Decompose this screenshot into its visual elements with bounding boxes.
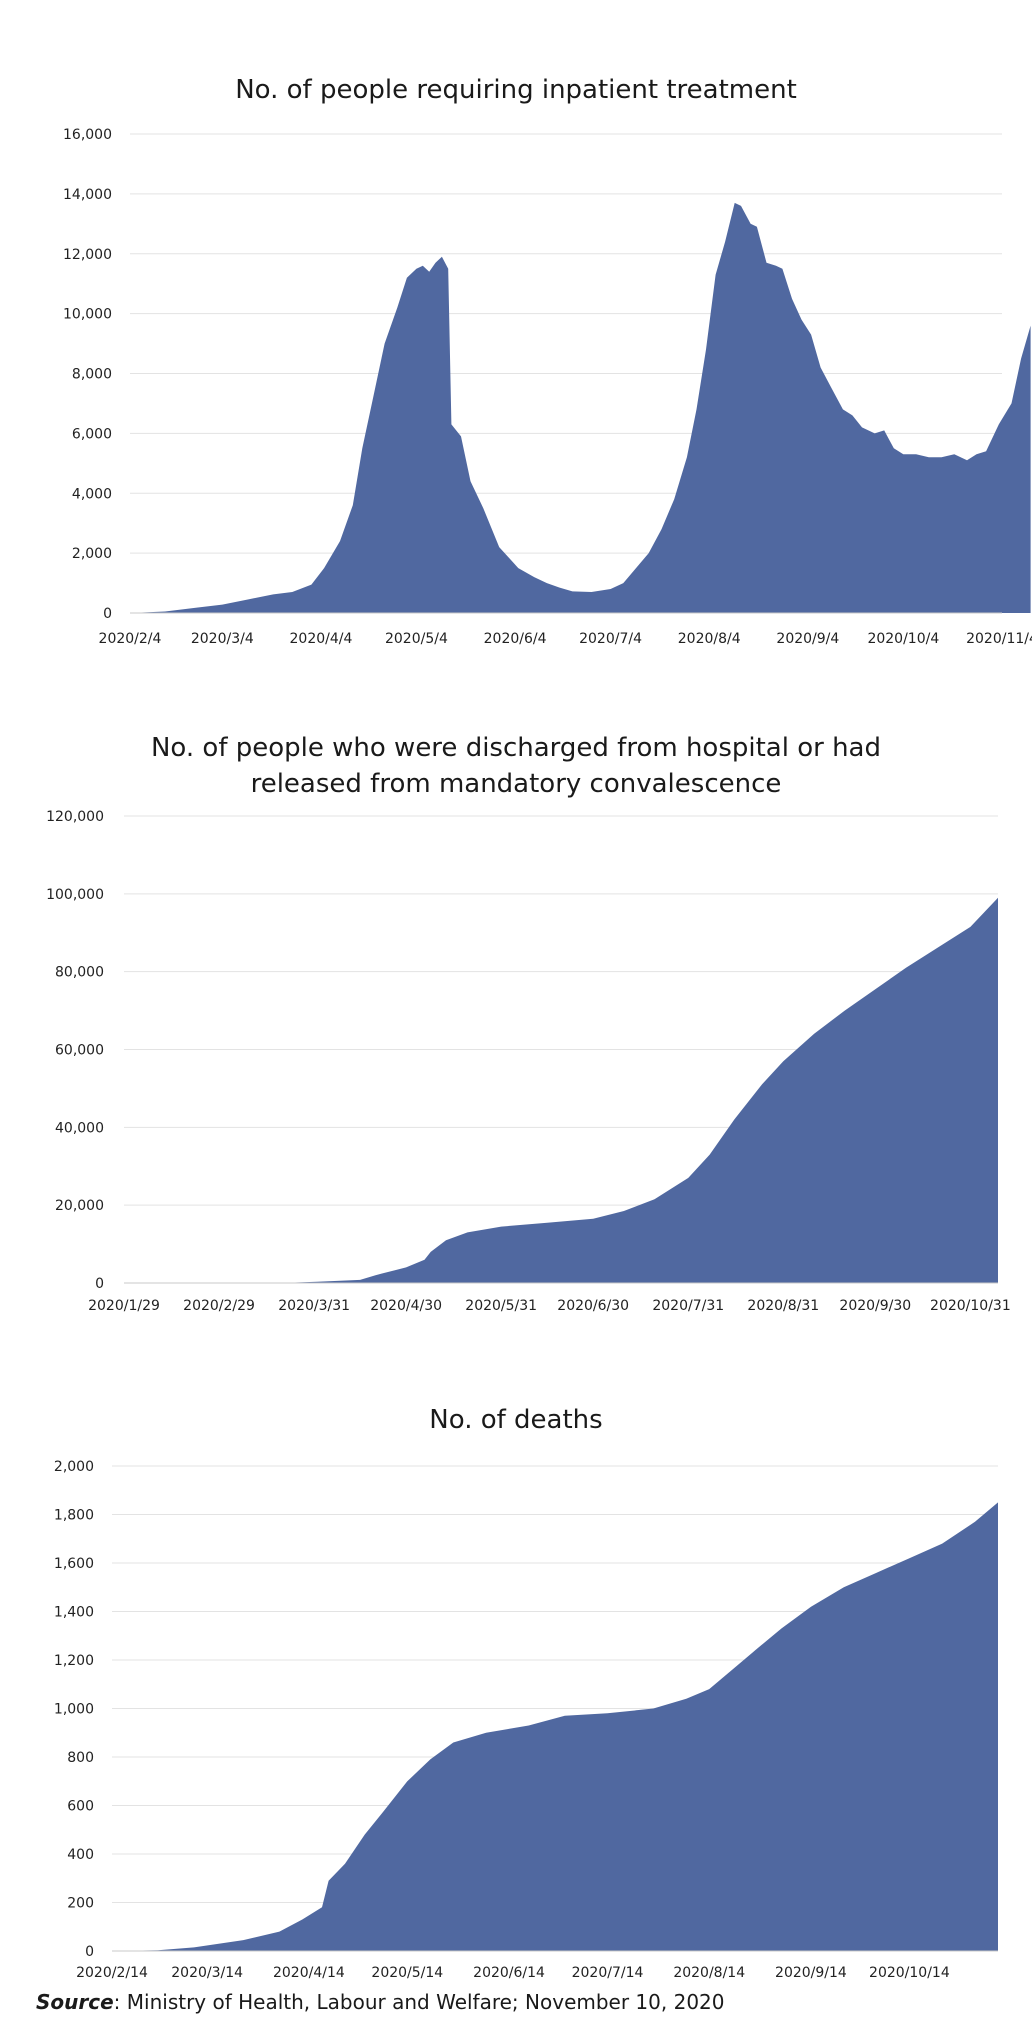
y-tick-label: 120,000 <box>46 809 104 825</box>
y-tick-label: 200 <box>67 1896 94 1912</box>
source-label: Source <box>36 1990 114 2014</box>
y-tick-label: 0 <box>95 1276 104 1292</box>
x-tick-label: 2020/7/14 <box>572 1965 644 1981</box>
x-tick-label: 2020/6/30 <box>557 1298 629 1314</box>
x-tick-label: 2020/9/4 <box>776 631 839 647</box>
y-tick-label: 40,000 <box>55 1120 104 1136</box>
y-tick-label: 600 <box>67 1799 94 1815</box>
x-tick-label: 2020/9/30 <box>839 1298 911 1314</box>
y-tick-label: 12,000 <box>63 247 112 263</box>
x-tick-label: 2020/4/4 <box>290 631 353 647</box>
x-tick-label: 2020/3/4 <box>191 631 254 647</box>
x-tick-label: 2020/10/31 <box>930 1298 1011 1314</box>
discharged-area-chart: 0 20,000 40,000 60,000 80,000 100,000 120,000 2… <box>46 809 1011 1314</box>
y-tick-label: 2,000 <box>72 546 112 562</box>
x-tick-label: 2020/2/29 <box>183 1298 255 1314</box>
y-tick-label: 14,000 <box>63 187 112 203</box>
x-tick-label: 2020/6/4 <box>484 631 547 647</box>
x-tick-label: 2020/2/4 <box>99 631 162 647</box>
y-tick-label: 2,000 <box>54 1459 94 1475</box>
x-tick-label: 2020/8/31 <box>747 1298 819 1314</box>
x-tick-label: 2020/9/14 <box>775 1965 847 1981</box>
x-tick-label: 2020/5/31 <box>465 1298 537 1314</box>
y-tick-label: 60,000 <box>55 1043 104 1059</box>
x-tick-label: 2020/2/14 <box>76 1965 148 1981</box>
x-tick-label: 2020/10/4 <box>867 631 939 647</box>
x-tick-label: 2020/7/31 <box>652 1298 724 1314</box>
x-tick-label: 2020/4/14 <box>273 1965 345 1981</box>
y-tick-label: 1,000 <box>54 1702 94 1718</box>
deaths-area-chart: 0 200 400 600 800 1,000 1,200 1,400 1,600 1,800 2,… <box>54 1459 998 1981</box>
chart-title: No. of people requiring inpatient treatm… <box>235 75 797 105</box>
chart-title-line-1: No. of people who were discharged from h… <box>150 733 881 763</box>
y-tick-label: 80,000 <box>55 965 104 981</box>
source-text: : Ministry of Health, Labour and Welfare… <box>113 1990 725 2014</box>
x-tick-label: 2020/10/14 <box>869 1965 950 1981</box>
y-tick-label: 800 <box>67 1750 94 1766</box>
area-series <box>130 202 1031 613</box>
x-tick-label: 2020/4/30 <box>370 1298 442 1314</box>
y-tick-label: 1,200 <box>54 1653 94 1669</box>
y-tick-label: 0 <box>85 1944 94 1960</box>
x-tick-label: 2020/1/29 <box>88 1298 160 1314</box>
y-tick-label: 1,600 <box>54 1556 94 1572</box>
y-tick-label: 4,000 <box>72 486 112 502</box>
chart-title: No. of deaths <box>429 1405 603 1435</box>
x-tick-label: 2020/7/4 <box>579 631 642 647</box>
y-tick-label: 100,000 <box>46 887 104 903</box>
x-tick-label: 2020/3/31 <box>278 1298 350 1314</box>
x-tick-label: 2020/6/14 <box>473 1965 545 1981</box>
y-tick-label: 16,000 <box>63 127 112 143</box>
area-series <box>112 1502 998 1951</box>
x-tick-label: 2020/5/14 <box>371 1965 443 1981</box>
chart-title-line-2: released from mandatory convalescence <box>250 769 782 799</box>
x-tick-label: 2020/5/4 <box>385 631 448 647</box>
x-tick-label: 2020/8/14 <box>673 1965 745 1981</box>
x-tick-label: 2020/3/14 <box>171 1965 243 1981</box>
y-tick-label: 8,000 <box>72 367 112 383</box>
x-tick-label: 2020/8/4 <box>678 631 741 647</box>
x-tick-label: 2020/11/4 <box>966 631 1032 647</box>
y-tick-label: 20,000 <box>55 1198 104 1214</box>
y-tick-label: 1,400 <box>54 1605 94 1621</box>
y-tick-label: 400 <box>67 1847 94 1863</box>
y-tick-label: 6,000 <box>72 426 112 442</box>
y-tick-label: 10,000 <box>63 307 112 323</box>
inpatient-area-chart: 0 2,000 4,000 6,000 8,000 10,000 12,000 14,000 1… <box>63 127 1032 647</box>
y-tick-label: 0 <box>103 606 112 622</box>
y-tick-label: 1,800 <box>54 1508 94 1524</box>
area-series <box>124 897 998 1283</box>
source-note: Source: Ministry of Health, Labour and W… <box>36 1990 725 2014</box>
